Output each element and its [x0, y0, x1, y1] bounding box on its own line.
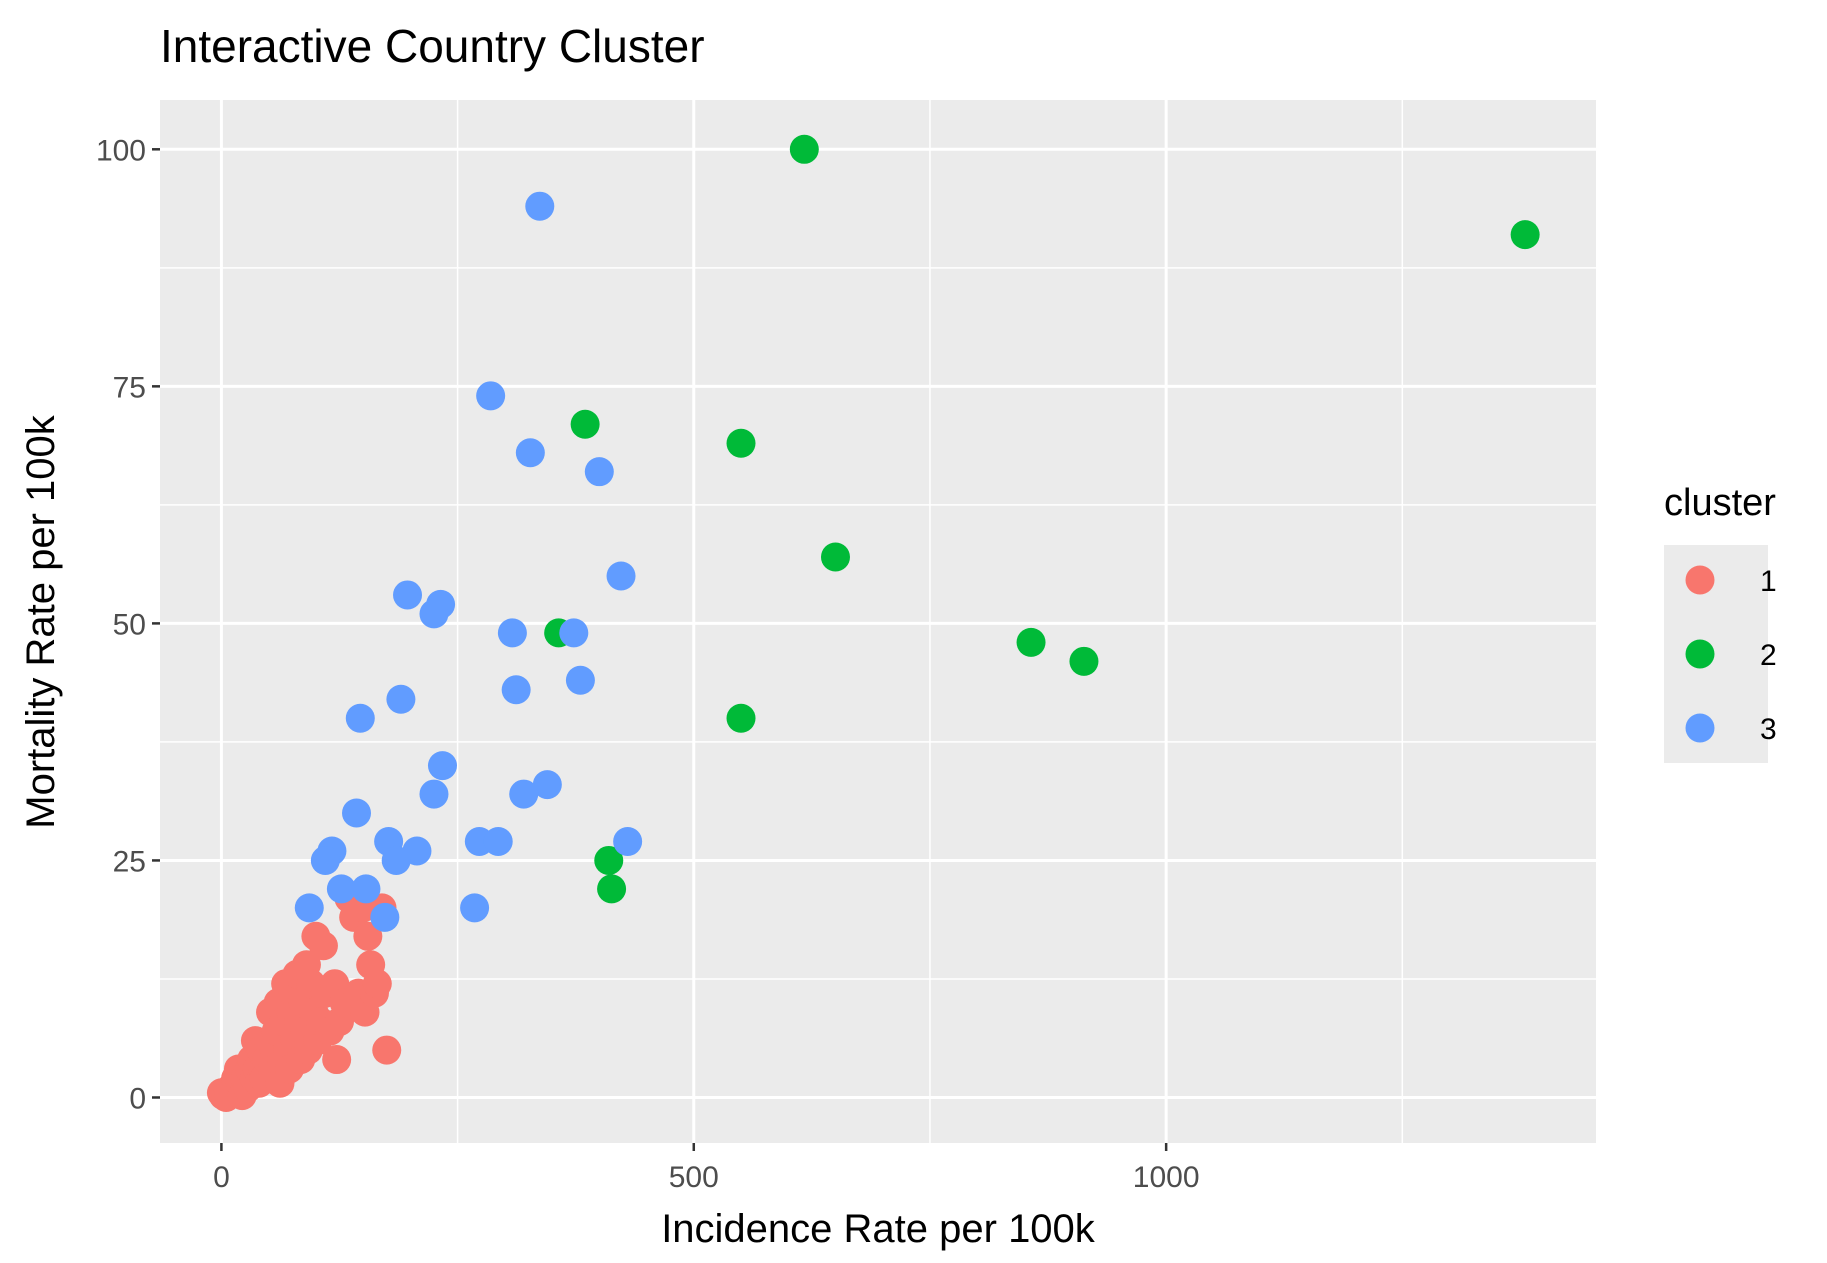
- y-tick-label: 75: [113, 371, 146, 404]
- data-point-cluster-3: [606, 561, 636, 591]
- legend-key-cluster-1: [1685, 565, 1715, 595]
- data-point-cluster-3: [351, 874, 381, 904]
- data-point-cluster-3: [532, 770, 562, 800]
- data-point-cluster-3: [342, 798, 372, 828]
- y-axis: 0 25 50 75 100: [96, 134, 160, 1115]
- data-point-cluster-3: [509, 779, 539, 809]
- data-point-cluster-3: [427, 751, 457, 781]
- x-axis: 0 500 1000: [213, 1143, 1200, 1194]
- data-point-cluster-3: [393, 580, 423, 610]
- data-point-cluster-3: [476, 381, 506, 411]
- legend-label-cluster-2: 2: [1760, 639, 1777, 672]
- data-point-cluster-3: [483, 826, 513, 856]
- y-tick-label: 25: [113, 845, 146, 878]
- data-point-cluster-3: [310, 845, 340, 875]
- legend-label-cluster-1: 1: [1760, 565, 1777, 598]
- data-point-cluster-3: [501, 675, 531, 705]
- data-point-cluster-2: [1069, 646, 1099, 676]
- y-tick-label: 100: [96, 134, 146, 167]
- y-tick-label: 0: [129, 1082, 146, 1115]
- legend-title: cluster: [1664, 482, 1776, 524]
- data-point-cluster-3: [386, 684, 416, 714]
- chart-title: Interactive Country Cluster: [160, 20, 705, 72]
- data-point-cluster-2: [597, 874, 627, 904]
- plot-panel: [160, 100, 1596, 1143]
- data-point-cluster-3: [294, 893, 324, 923]
- legend: cluster 1 2 3: [1664, 482, 1777, 763]
- data-point-cluster-3: [525, 191, 555, 221]
- data-point-cluster-3: [613, 826, 643, 856]
- data-point-cluster-1: [353, 921, 383, 951]
- x-tick-label: 0: [213, 1161, 230, 1194]
- legend-key-cluster-3: [1685, 713, 1715, 743]
- data-point-cluster-3: [345, 703, 375, 733]
- data-point-cluster-3: [565, 665, 595, 695]
- data-points: [206, 134, 1540, 1112]
- data-point-cluster-2: [789, 134, 819, 164]
- data-point-cluster-3: [497, 618, 527, 648]
- data-point-cluster-1: [362, 969, 392, 999]
- legend-key-cluster-2: [1685, 639, 1715, 669]
- data-point-cluster-3: [381, 845, 411, 875]
- data-point-cluster-3: [370, 902, 400, 932]
- x-axis-title: Incidence Rate per 100k: [661, 1207, 1096, 1251]
- data-point-cluster-2: [594, 845, 624, 875]
- legend-label-cluster-3: 3: [1760, 713, 1777, 746]
- data-point-cluster-1: [322, 1045, 352, 1075]
- data-point-cluster-2: [820, 542, 850, 572]
- x-tick-label: 500: [669, 1161, 719, 1194]
- data-point-cluster-2: [570, 409, 600, 439]
- data-point-cluster-2: [1016, 627, 1046, 657]
- x-tick-label: 1000: [1133, 1161, 1200, 1194]
- y-axis-title: Mortality Rate per 100k: [19, 414, 63, 829]
- data-point-cluster-3: [326, 874, 356, 904]
- data-point-cluster-2: [726, 428, 756, 458]
- major-gridlines: [160, 100, 1596, 1143]
- data-point-cluster-2: [1510, 220, 1540, 250]
- data-point-cluster-3: [419, 599, 449, 629]
- data-point-cluster-3: [460, 893, 490, 923]
- data-point-cluster-1: [308, 931, 338, 961]
- y-tick-label: 50: [113, 608, 146, 641]
- minor-gridlines: [160, 100, 1596, 1143]
- data-point-cluster-3: [419, 779, 449, 809]
- legend-key-background: [1664, 545, 1768, 763]
- data-point-cluster-2: [726, 703, 756, 733]
- data-point-cluster-3: [584, 457, 614, 487]
- data-point-cluster-3: [559, 618, 589, 648]
- data-point-cluster-1: [372, 1035, 402, 1065]
- data-point-cluster-3: [515, 438, 545, 468]
